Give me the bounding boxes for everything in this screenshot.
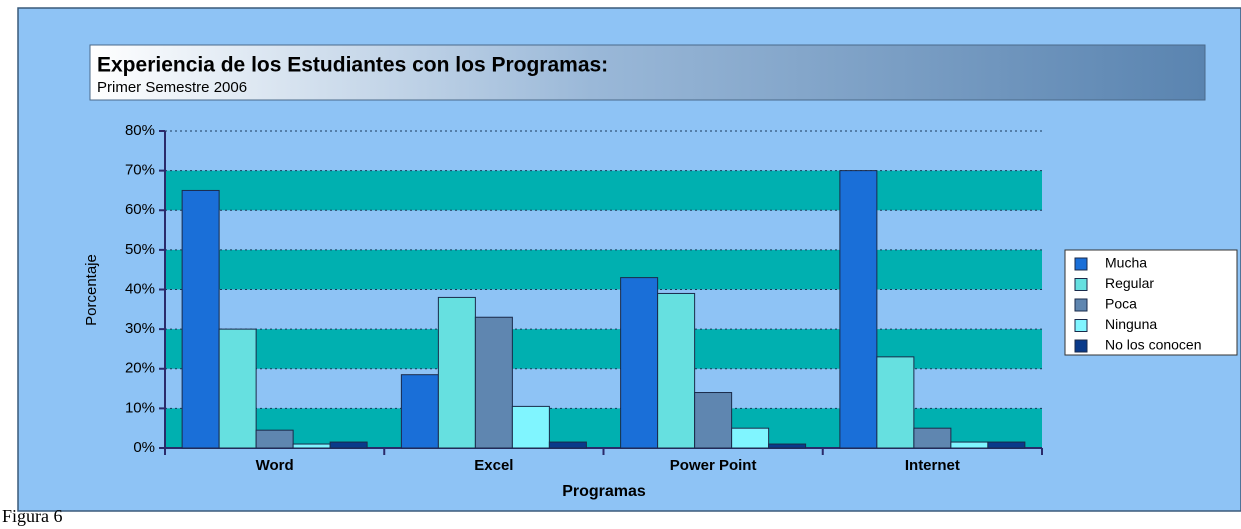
bar — [548, 441, 587, 449]
legend — [1064, 249, 1238, 356]
y-tick-label: 80% — [125, 122, 155, 139]
legend-swatch — [1074, 298, 1088, 312]
legend-swatch — [1074, 257, 1088, 271]
x-tick-label: Internet — [905, 457, 960, 474]
x-tick-label: Excel — [474, 457, 513, 474]
bar — [657, 292, 696, 449]
plot-band — [165, 249, 1042, 290]
y-tick-label: 50% — [125, 241, 155, 258]
bar — [768, 443, 807, 449]
y-tick-label: 30% — [125, 320, 155, 337]
legend-label: Ninguna — [1105, 316, 1157, 332]
bar — [474, 316, 513, 449]
bar — [913, 427, 952, 449]
plot-band — [165, 170, 1042, 211]
legend-swatch — [1074, 278, 1088, 291]
bar — [511, 405, 550, 449]
y-tick-label: 0% — [133, 439, 155, 456]
x-tick-label: Power Point — [670, 457, 757, 474]
bar — [694, 392, 733, 449]
bar — [839, 170, 878, 449]
y-tick-label: 60% — [125, 201, 155, 218]
legend-label: No los conocen — [1105, 337, 1202, 353]
chart-title: Experiencia de los Estudiantes con los P… — [97, 54, 608, 77]
bar — [400, 374, 439, 449]
bar — [181, 189, 220, 449]
y-tick-label: 20% — [125, 360, 155, 377]
bar — [950, 441, 989, 449]
legend-label: Poca — [1105, 296, 1137, 312]
legend-swatch — [1074, 319, 1088, 332]
bar — [876, 356, 915, 449]
bar — [620, 277, 659, 449]
y-tick-label: 10% — [125, 399, 155, 416]
y-tick-label: 70% — [125, 162, 155, 179]
bar — [218, 328, 257, 449]
chart-subtitle: Primer Semestre 2006 — [97, 79, 247, 96]
caption: Figura 6 — [2, 506, 63, 526]
y-tick-label: 40% — [125, 280, 155, 297]
bar — [731, 427, 770, 449]
title-box — [89, 44, 1206, 101]
legend-label: Regular — [1105, 275, 1154, 291]
x-axis-label: Programas — [562, 483, 646, 500]
legend-swatch — [1074, 339, 1088, 353]
x-tick-label: Word — [256, 457, 294, 474]
bar — [437, 296, 476, 449]
bar — [329, 441, 368, 449]
legend-label: Mucha — [1105, 255, 1147, 271]
y-axis-label: Porcentaje — [83, 254, 100, 326]
bar — [987, 441, 1026, 449]
bar — [255, 429, 294, 449]
bar — [292, 443, 331, 449]
